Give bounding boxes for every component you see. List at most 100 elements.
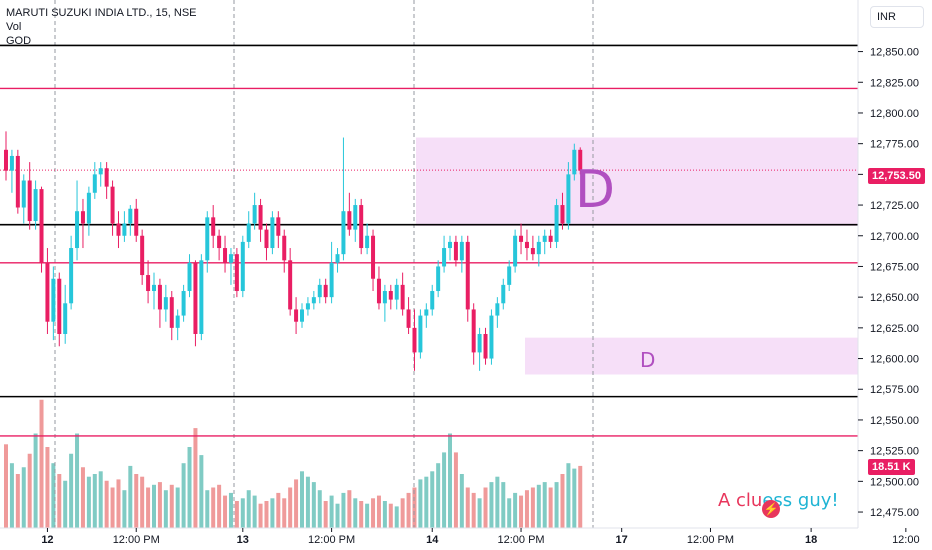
candle-body (234, 254, 239, 292)
volume-bar (69, 453, 74, 528)
candle-body (86, 192, 91, 224)
currency-selector[interactable]: INR (870, 6, 924, 28)
candle-body (51, 278, 56, 322)
god-indicator-label[interactable]: GOD (6, 35, 32, 47)
horizontal-levels (0, 44, 858, 437)
candle-body (146, 275, 151, 292)
candle-body (376, 278, 381, 304)
candle-body (128, 208, 133, 224)
volume-bar (300, 471, 304, 528)
volume-bar (335, 503, 340, 528)
candle-body (448, 241, 452, 249)
volume-bar (15, 474, 20, 528)
volume-bar (359, 501, 364, 528)
volume-bar (211, 487, 216, 528)
volume-bar (63, 480, 68, 528)
candle-body (430, 291, 435, 310)
candle-body (442, 248, 447, 267)
volume-bar (536, 484, 541, 528)
candle-body (63, 303, 68, 334)
time-tick-label: 12:00 PM (687, 534, 734, 546)
demand-zones (416, 137, 858, 375)
volume-bar (388, 503, 393, 528)
candle-body (524, 241, 529, 249)
candle-body (270, 217, 275, 249)
candle-body (258, 205, 263, 230)
volume-bar (282, 498, 287, 528)
candle-body (453, 241, 458, 261)
candle-body (110, 186, 115, 224)
volume-bar (193, 428, 198, 528)
candle-body (305, 303, 310, 310)
volume-bar (329, 495, 334, 528)
volume-bar (116, 479, 121, 528)
price-tick-label: 12,775.00 (870, 139, 919, 151)
volume-bar (45, 447, 50, 528)
candle-body (140, 235, 145, 276)
volume-bar (92, 474, 97, 528)
price-tick-label: 12,700.00 (870, 231, 919, 243)
candle-body (400, 284, 405, 310)
volume-bar (276, 492, 281, 528)
volume-bar (305, 476, 310, 528)
price-tick-label: 12,850.00 (870, 47, 919, 59)
candle-body (424, 309, 429, 316)
volume-bar (394, 506, 399, 528)
candle-body (507, 266, 512, 285)
candle-body (92, 174, 97, 193)
price-axis-background (858, 0, 932, 550)
volume-bar (507, 498, 512, 528)
candle-body (371, 235, 376, 279)
price-tick-label: 12,675.00 (870, 261, 919, 273)
candle-body (513, 235, 518, 267)
volume-bar (365, 503, 370, 528)
volume-bar (418, 479, 423, 528)
candle-body (187, 262, 192, 292)
candle-body (282, 235, 287, 261)
price-tick-label: 12,475.00 (870, 507, 919, 519)
volume-bar (122, 490, 127, 528)
volume-bar (240, 498, 245, 528)
volume-bar (560, 474, 565, 528)
volume-bar (400, 498, 405, 528)
volume-bar (483, 487, 488, 528)
time-axis-background (0, 528, 932, 550)
candle-body (69, 248, 74, 304)
volume-indicator-label[interactable]: Vol (6, 21, 22, 33)
candle-body (359, 205, 364, 249)
candle-body (471, 309, 476, 353)
volume-bar (323, 501, 328, 528)
price-tick-label: 12,525.00 (870, 446, 919, 458)
candle-body (501, 284, 506, 304)
candle-body (365, 235, 370, 249)
volume-bar (258, 503, 263, 528)
candle-body (323, 284, 328, 298)
volume-bar (288, 487, 293, 528)
candle-body (394, 284, 399, 300)
time-tick-label: 12:00 (892, 534, 920, 546)
volume-bar (252, 495, 257, 528)
volume-bar (489, 482, 494, 528)
price-tick-label: 12,650.00 (870, 292, 919, 304)
volume-bar (353, 498, 358, 528)
candle-body (311, 297, 316, 304)
price-tick-label: 12,550.00 (870, 415, 919, 427)
time-tick-label: 12:00 PM (308, 534, 355, 546)
candle-body (335, 254, 340, 263)
volume-bar (140, 476, 145, 528)
volume-bar (448, 433, 452, 528)
candle-body (211, 217, 216, 236)
volume-bar (181, 463, 186, 528)
zone-label-upper: D (575, 160, 616, 220)
candle-body (341, 211, 346, 255)
volume-bar (217, 484, 222, 528)
price-tick-label: 12,600.00 (870, 354, 919, 366)
candlesticks (4, 131, 583, 371)
candle-body (223, 248, 228, 263)
candle-body (560, 205, 565, 224)
volume-bar (264, 501, 269, 528)
candle-body (175, 315, 180, 328)
lightning-icon[interactable]: ⚡ (762, 500, 780, 518)
candle-body (134, 208, 139, 236)
